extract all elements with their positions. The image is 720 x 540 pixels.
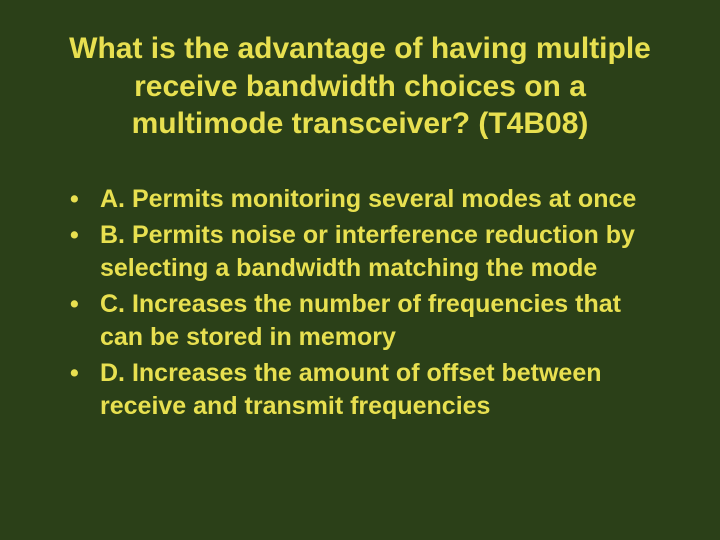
question-title: What is the advantage of having multiple… [40, 30, 680, 143]
option-c: C. Increases the number of frequencies t… [70, 288, 670, 353]
option-b: B. Permits noise or interference reducti… [70, 219, 670, 284]
slide-container: What is the advantage of having multiple… [0, 0, 720, 540]
options-list: A. Permits monitoring several modes at o… [40, 183, 680, 423]
option-d: D. Increases the amount of offset betwee… [70, 357, 670, 422]
option-a: A. Permits monitoring several modes at o… [70, 183, 670, 216]
